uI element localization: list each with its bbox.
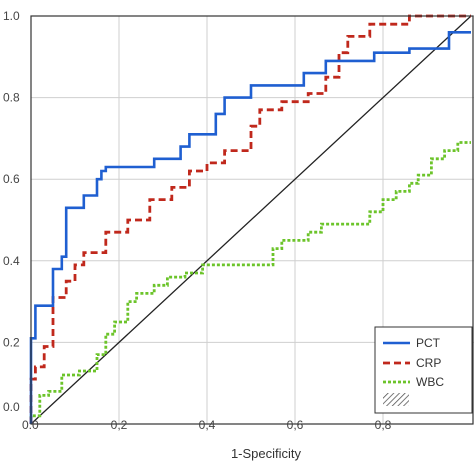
legend-label-crp: CRP — [416, 356, 441, 370]
x-tick-label: 0,8 — [375, 418, 392, 432]
x-tick-labels: 0.0 0,2 0,4 0,6 0,8 — [22, 418, 392, 432]
series-line-pct — [29, 30, 471, 424]
x-tick-label: 0,2 — [111, 418, 128, 432]
y-tick-label: 0.6 — [3, 172, 20, 186]
x-tick-label: 0,4 — [199, 418, 216, 432]
y-tick-label: 0.2 — [3, 335, 20, 349]
y-tick-label: 0.4 — [3, 254, 20, 268]
y-tick-label: 0.0 — [3, 400, 20, 414]
legend-label-wbc: WBC — [416, 375, 444, 389]
series-lines — [29, 14, 471, 424]
x-tick-label: 0.0 — [22, 418, 39, 432]
y-tick-label: 1.0 — [3, 9, 20, 23]
series-line-crp — [29, 14, 471, 424]
legend-hatched-swatch — [383, 393, 409, 406]
x-tick-label: 0,6 — [287, 418, 304, 432]
series-line-wbc — [29, 141, 471, 424]
legend: PCT CRP WBC — [374, 326, 473, 414]
x-axis-title: 1-Specificity — [231, 446, 302, 461]
plot-frame — [30, 15, 474, 425]
legend-label-pct: PCT — [416, 336, 441, 350]
y-tick-labels: 0.0 0.2 0.4 0.6 0.8 1.0 — [3, 9, 20, 414]
y-tick-label: 0.8 — [3, 91, 20, 105]
